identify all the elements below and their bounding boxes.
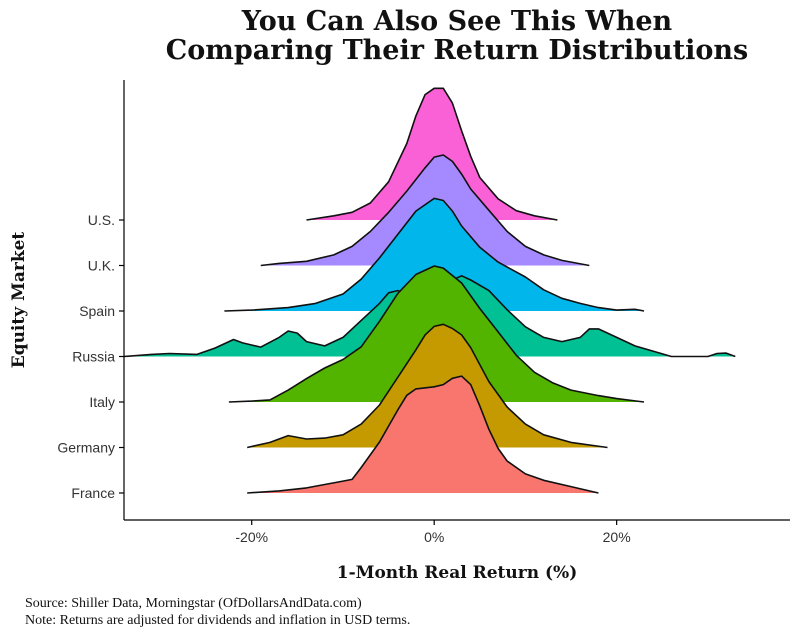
ridge-outline-u-s — [306, 87, 558, 221]
ridge-outline-u-k — [260, 154, 590, 267]
ridge-fill-spain — [224, 198, 644, 311]
y-tick-label-france: France — [71, 485, 115, 501]
x-tick-label: -20% — [235, 529, 268, 545]
x-axis-title: 1-Month Real Return (%) — [337, 563, 578, 583]
y-axis-ticks: France Germany Italy Russia Spain U.K. U.S. — [57, 212, 124, 501]
y-tick-label-u-s: U.S. — [88, 212, 115, 228]
ridge-outline-italy — [228, 265, 645, 403]
chart-title-line-2: Comparing Their Return Distributions — [166, 35, 749, 66]
x-axis-ticks: -20% 0% 20% — [235, 520, 631, 545]
y-axis-title: Equity Market — [9, 232, 29, 369]
ridge-group — [123, 87, 736, 494]
ridge-outline-france — [247, 375, 599, 494]
source-caption: Source: Shiller Data, Morningstar (OfDol… — [25, 596, 362, 611]
y-tick-label-italy: Italy — [89, 394, 115, 410]
note-caption: Note: Returns are adjusted for dividends… — [25, 613, 410, 628]
y-tick-label-spain: Spain — [79, 303, 115, 319]
ridge-outline-spain — [224, 197, 645, 312]
y-tick-label-russia: Russia — [72, 349, 115, 365]
x-tick-label: 20% — [603, 529, 631, 545]
chart-title-line-1: You Can Also See This When — [241, 6, 673, 37]
x-tick-label: 0% — [424, 529, 444, 545]
ridge-outline-germany — [247, 323, 608, 449]
ridge-fill-u-s — [306, 88, 558, 220]
y-tick-label-germany: Germany — [57, 440, 115, 456]
y-tick-label-u-k: U.K. — [88, 258, 115, 274]
